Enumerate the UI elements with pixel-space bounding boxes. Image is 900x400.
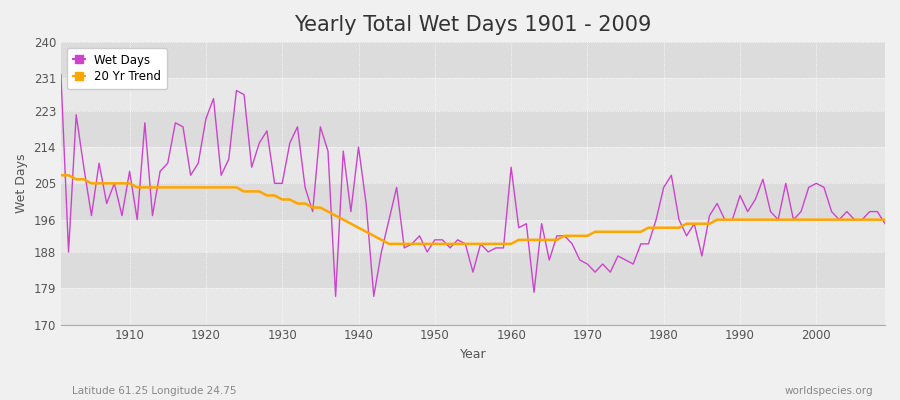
Bar xyxy=(61,147,885,183)
20 Yr Trend xyxy=(117,181,128,186)
Line: 20 Yr Trend: 20 Yr Trend xyxy=(61,175,885,244)
Title: Yearly Total Wet Days 1901 - 2009: Yearly Total Wet Days 1901 - 2009 xyxy=(294,15,652,35)
20 Yr Trend xyxy=(506,242,517,246)
20 Yr Trend xyxy=(284,197,295,202)
Wet Days xyxy=(338,149,348,154)
Bar xyxy=(61,252,885,288)
Bar xyxy=(61,78,885,111)
Wet Days xyxy=(117,213,128,218)
Y-axis label: Wet Days: Wet Days xyxy=(15,154,28,213)
Bar xyxy=(61,111,885,147)
Text: Latitude 61.25 Longitude 24.75: Latitude 61.25 Longitude 24.75 xyxy=(72,386,237,396)
Wet Days xyxy=(513,225,524,230)
Wet Days xyxy=(605,270,616,274)
20 Yr Trend xyxy=(330,213,341,218)
Bar xyxy=(61,220,885,252)
20 Yr Trend xyxy=(879,217,890,222)
Bar xyxy=(61,42,885,78)
Wet Days xyxy=(284,140,295,145)
20 Yr Trend xyxy=(56,173,67,178)
Wet Days xyxy=(56,72,67,77)
Bar xyxy=(61,288,885,324)
X-axis label: Year: Year xyxy=(460,348,486,361)
Wet Days xyxy=(879,221,890,226)
Line: Wet Days: Wet Days xyxy=(61,74,885,296)
Wet Days xyxy=(330,294,341,299)
20 Yr Trend xyxy=(513,238,524,242)
Text: worldspecies.org: worldspecies.org xyxy=(785,386,873,396)
20 Yr Trend xyxy=(383,242,394,246)
Bar xyxy=(61,183,885,220)
20 Yr Trend xyxy=(605,229,616,234)
Legend: Wet Days, 20 Yr Trend: Wet Days, 20 Yr Trend xyxy=(67,48,166,89)
Wet Days xyxy=(506,165,517,170)
